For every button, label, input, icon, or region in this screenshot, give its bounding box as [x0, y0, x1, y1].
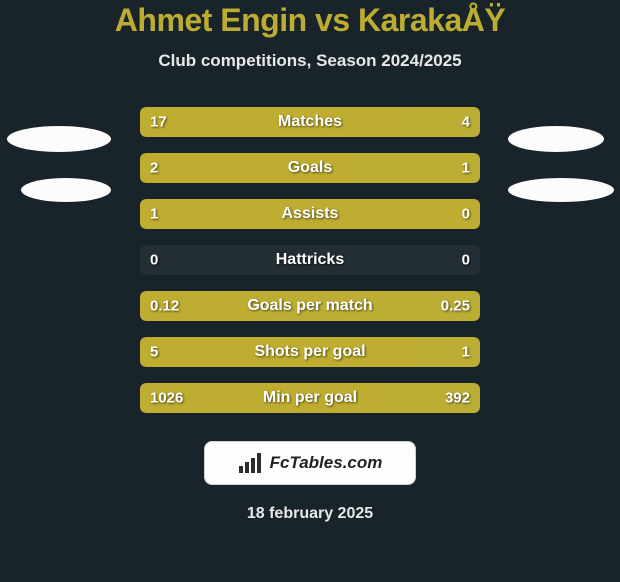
stat-value-right: 392 — [445, 390, 470, 407]
stat-value-right: 4 — [462, 114, 470, 131]
stat-label: Assists — [282, 205, 339, 223]
date-label: 18 february 2025 — [0, 505, 620, 523]
stat-fill-right — [351, 153, 480, 183]
subtitle: Club competitions, Season 2024/2025 — [0, 51, 620, 71]
stat-row: 2 Goals 1 — [140, 153, 480, 183]
stat-value-left: 0 — [150, 252, 158, 269]
brand-bars-icon — [238, 452, 264, 474]
stat-value-left: 17 — [150, 114, 167, 131]
stat-fill-right — [422, 337, 480, 367]
stat-row: 17 Matches 4 — [140, 107, 480, 137]
comparison-card: Ahmet Engin vs KarakaÅŸ Club competition… — [0, 2, 620, 523]
brand-badge: FcTables.com — [204, 441, 416, 485]
stat-label: Min per goal — [263, 389, 357, 407]
stat-value-left: 5 — [150, 344, 158, 361]
stat-value-right: 0 — [462, 252, 470, 269]
stat-label: Hattricks — [276, 251, 344, 269]
stat-value-left: 0.12 — [150, 298, 179, 315]
stat-row: 0 Hattricks 0 — [140, 245, 480, 275]
player-right-mark-2 — [508, 178, 614, 202]
stat-value-left: 1026 — [150, 390, 183, 407]
page-title: Ahmet Engin vs KarakaÅŸ — [0, 2, 620, 39]
stat-fill-left — [140, 107, 398, 137]
player-left-mark-2 — [21, 178, 111, 202]
stat-label: Shots per goal — [254, 343, 365, 361]
brand-text: FcTables.com — [270, 453, 383, 473]
stat-value-left: 1 — [150, 206, 158, 223]
stat-row: 0.12 Goals per match 0.25 — [140, 291, 480, 321]
stats-list: 17 Matches 4 2 Goals 1 1 Assists 0 0 Hattricks 0 0.1… — [140, 107, 480, 413]
stat-value-right: 0.25 — [441, 298, 470, 315]
stat-value-left: 2 — [150, 160, 158, 177]
stat-value-right: 1 — [462, 344, 470, 361]
stat-row: 1 Assists 0 — [140, 199, 480, 229]
player-right-mark-1 — [508, 126, 604, 152]
stat-label: Matches — [278, 113, 342, 131]
stat-row: 1026 Min per goal 392 — [140, 383, 480, 413]
player-right-marks — [496, 126, 616, 202]
player-left-mark-1 — [7, 126, 111, 152]
stat-label: Goals per match — [247, 297, 372, 315]
player-left-marks — [4, 126, 114, 202]
stat-row: 5 Shots per goal 1 — [140, 337, 480, 367]
stat-value-right: 1 — [462, 160, 470, 177]
stat-label: Goals — [288, 159, 332, 177]
stat-value-right: 0 — [462, 206, 470, 223]
